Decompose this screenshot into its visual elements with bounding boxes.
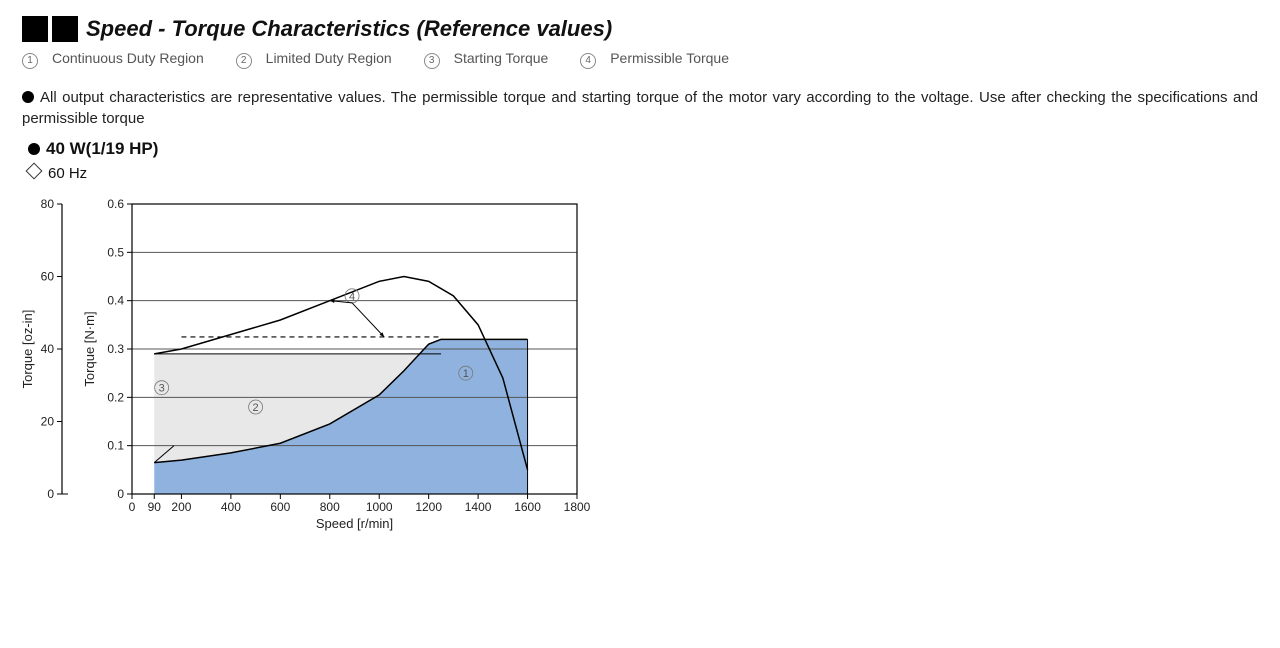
svg-text:0: 0 bbox=[129, 500, 136, 514]
legend-item: 1Continuous Duty Region bbox=[22, 50, 218, 66]
svg-text:2: 2 bbox=[253, 402, 259, 414]
title-marker-icon bbox=[22, 16, 78, 42]
svg-text:1200: 1200 bbox=[415, 500, 442, 514]
section-title-row: Speed - Torque Characteristics (Referenc… bbox=[22, 16, 1258, 42]
chart-svg: 0902004006008001000120014001600180000.10… bbox=[22, 194, 582, 534]
svg-text:90: 90 bbox=[148, 500, 162, 514]
power-rating: 40 W(1/19 HP) bbox=[28, 139, 1258, 159]
svg-text:Torque [N·m]: Torque [N·m] bbox=[82, 311, 97, 386]
svg-text:1400: 1400 bbox=[465, 500, 492, 514]
bullet-icon bbox=[28, 143, 40, 155]
legend-item: 4Permissible Torque bbox=[580, 50, 743, 66]
circled-3-icon: 3 bbox=[424, 53, 440, 69]
svg-text:1: 1 bbox=[463, 368, 469, 380]
section-title: Speed - Torque Characteristics (Referenc… bbox=[86, 16, 612, 42]
svg-text:60: 60 bbox=[41, 270, 55, 284]
svg-text:1600: 1600 bbox=[514, 500, 541, 514]
svg-text:0.4: 0.4 bbox=[107, 294, 124, 308]
svg-text:20: 20 bbox=[41, 415, 55, 429]
bullet-icon bbox=[22, 91, 34, 103]
svg-text:3: 3 bbox=[159, 383, 165, 395]
legend-row: 1Continuous Duty Region 2Limited Duty Re… bbox=[22, 50, 1258, 69]
svg-text:0: 0 bbox=[47, 487, 54, 501]
svg-text:4: 4 bbox=[349, 291, 355, 303]
svg-text:0.1: 0.1 bbox=[107, 439, 124, 453]
svg-text:Torque [oz-in]: Torque [oz-in] bbox=[20, 310, 35, 389]
circled-4-icon: 4 bbox=[580, 53, 596, 69]
svg-text:200: 200 bbox=[171, 500, 191, 514]
svg-text:0.5: 0.5 bbox=[107, 245, 124, 259]
svg-text:80: 80 bbox=[41, 197, 55, 211]
svg-text:0: 0 bbox=[117, 487, 124, 501]
svg-text:0.2: 0.2 bbox=[107, 390, 124, 404]
circled-1-icon: 1 bbox=[22, 53, 38, 69]
svg-text:Speed [r/min]: Speed [r/min] bbox=[316, 516, 393, 531]
svg-text:600: 600 bbox=[270, 500, 290, 514]
note-paragraph: All output characteristics are represent… bbox=[22, 87, 1258, 129]
svg-text:0.6: 0.6 bbox=[107, 197, 124, 211]
diamond-icon bbox=[26, 163, 43, 180]
svg-text:800: 800 bbox=[320, 500, 340, 514]
frequency: 60 Hz bbox=[28, 165, 1258, 182]
legend-item: 3Starting Torque bbox=[424, 50, 563, 66]
svg-text:400: 400 bbox=[221, 500, 241, 514]
svg-text:0.3: 0.3 bbox=[107, 342, 124, 356]
svg-text:40: 40 bbox=[41, 342, 55, 356]
circled-2-icon: 2 bbox=[236, 53, 252, 69]
legend-item: 2Limited Duty Region bbox=[236, 50, 406, 66]
svg-text:1000: 1000 bbox=[366, 500, 393, 514]
svg-text:1800: 1800 bbox=[564, 500, 591, 514]
speed-torque-chart: 0902004006008001000120014001600180000.10… bbox=[22, 194, 582, 534]
